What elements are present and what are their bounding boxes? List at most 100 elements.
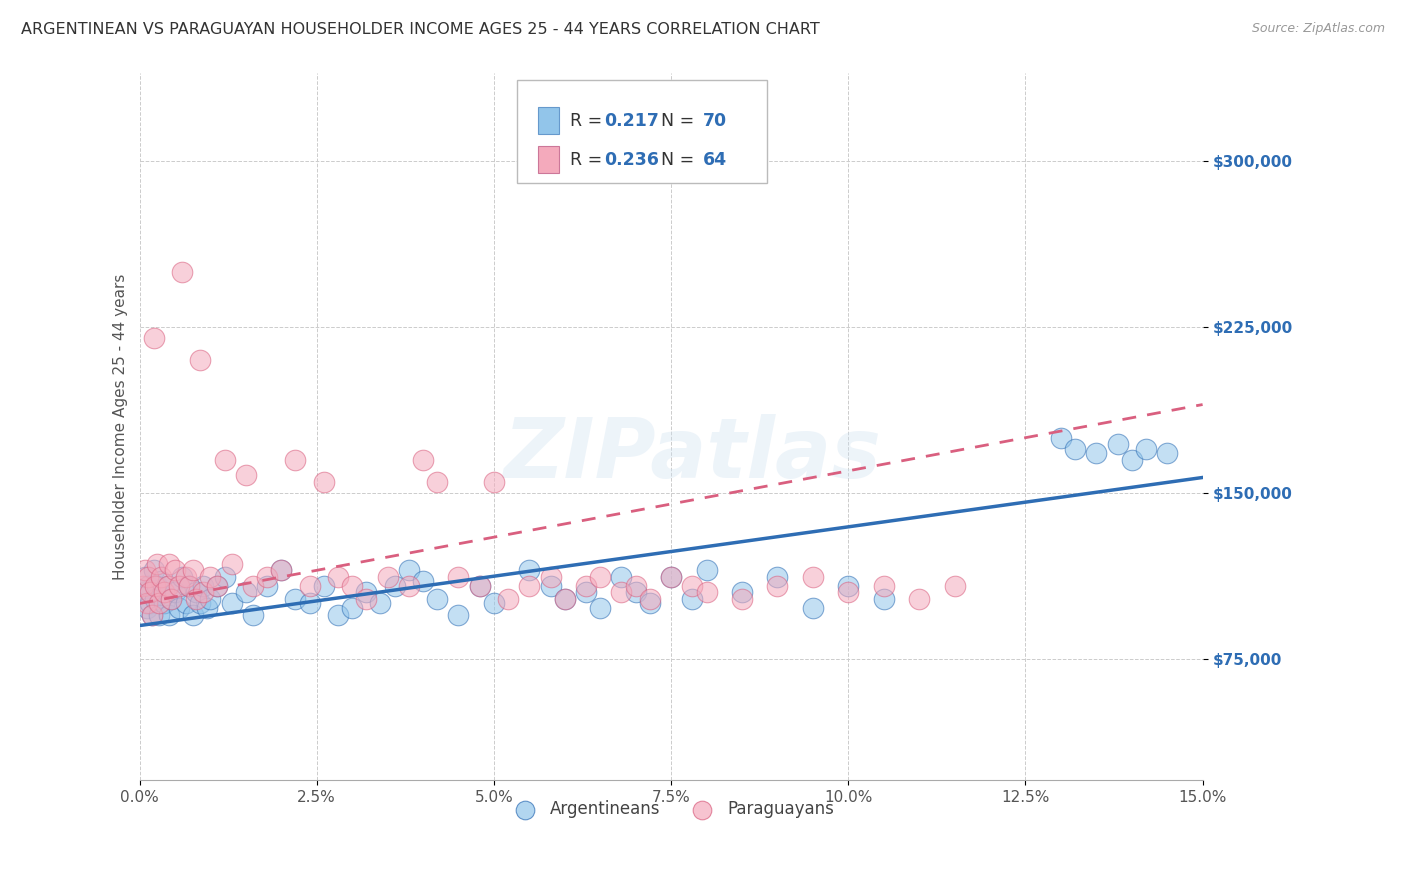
Point [135, 600, 157, 615]
Point [554, 592, 576, 607]
Point [398, 563, 420, 577]
Point [589, 570, 612, 584]
Point [200, 592, 222, 607]
Point [179, 579, 201, 593]
Point [1156, 446, 1178, 460]
Point [242, 607, 264, 622]
Point [221, 557, 243, 571]
Point [638, 592, 661, 607]
Point [468, 579, 491, 593]
Point [134, 570, 156, 584]
Point [214, 452, 236, 467]
Point [659, 570, 682, 584]
Point [139, 597, 162, 611]
Point [163, 563, 186, 577]
Point [426, 475, 449, 489]
Point [624, 585, 647, 599]
Point [695, 563, 717, 577]
Point [179, 579, 201, 593]
Text: R =: R = [569, 112, 607, 129]
Point [186, 592, 208, 607]
Point [575, 585, 598, 599]
Point [284, 452, 307, 467]
Point [412, 574, 434, 589]
Point [143, 592, 166, 607]
Point [837, 585, 859, 599]
Point [412, 452, 434, 467]
Point [235, 468, 257, 483]
Point [943, 579, 966, 593]
Point [142, 331, 165, 345]
Point [143, 579, 166, 593]
Point [156, 579, 179, 593]
Point [188, 353, 211, 368]
Point [132, 579, 155, 593]
Point [554, 592, 576, 607]
Text: 64: 64 [703, 151, 727, 169]
Text: ARGENTINEAN VS PARAGUAYAN HOUSEHOLDER INCOME AGES 25 - 44 YEARS CORRELATION CHAR: ARGENTINEAN VS PARAGUAYAN HOUSEHOLDER IN… [21, 22, 820, 37]
Point [256, 579, 278, 593]
Point [195, 600, 218, 615]
Point [136, 570, 159, 584]
FancyBboxPatch shape [538, 107, 560, 134]
Point [340, 579, 363, 593]
Point [270, 563, 292, 577]
Point [1107, 437, 1129, 451]
Point [153, 585, 176, 599]
Point [766, 570, 789, 584]
Point [589, 600, 612, 615]
Point [148, 597, 170, 611]
Point [731, 592, 754, 607]
Point [214, 570, 236, 584]
Point [181, 607, 204, 622]
Point [235, 585, 257, 599]
Point [377, 570, 399, 584]
Text: 70: 70 [703, 112, 727, 129]
Point [160, 592, 183, 607]
Point [186, 585, 208, 599]
Point [153, 597, 176, 611]
Point [136, 579, 159, 593]
Point [873, 579, 896, 593]
Legend: Argentineans, Paraguayans: Argentineans, Paraguayans [502, 794, 841, 825]
Point [134, 563, 156, 577]
Text: ZIPatlas: ZIPatlas [503, 415, 882, 495]
Point [681, 579, 703, 593]
Text: N =: N = [650, 112, 700, 129]
Point [340, 600, 363, 615]
Point [156, 579, 179, 593]
Point [398, 579, 420, 593]
Point [681, 592, 703, 607]
FancyBboxPatch shape [517, 80, 766, 183]
Point [160, 592, 183, 607]
Text: 0.217: 0.217 [605, 112, 659, 129]
Point [447, 607, 470, 622]
Point [207, 579, 229, 593]
Point [370, 597, 392, 611]
Point [139, 585, 162, 599]
Point [837, 579, 859, 593]
Point [695, 585, 717, 599]
Point [181, 563, 204, 577]
Point [638, 597, 661, 611]
Text: N =: N = [650, 151, 700, 169]
Point [426, 592, 449, 607]
Point [384, 579, 406, 593]
Point [447, 570, 470, 584]
Point [731, 585, 754, 599]
Point [908, 592, 931, 607]
Point [188, 597, 211, 611]
Point [517, 579, 540, 593]
Point [517, 563, 540, 577]
Point [312, 475, 335, 489]
Y-axis label: Householder Income Ages 25 - 44 years: Householder Income Ages 25 - 44 years [114, 274, 128, 580]
Point [801, 570, 824, 584]
Point [496, 592, 519, 607]
Point [141, 607, 163, 622]
Point [163, 585, 186, 599]
Point [326, 570, 349, 584]
Text: R =: R = [569, 151, 607, 169]
Point [193, 585, 215, 599]
Point [170, 265, 193, 279]
Point [312, 579, 335, 593]
